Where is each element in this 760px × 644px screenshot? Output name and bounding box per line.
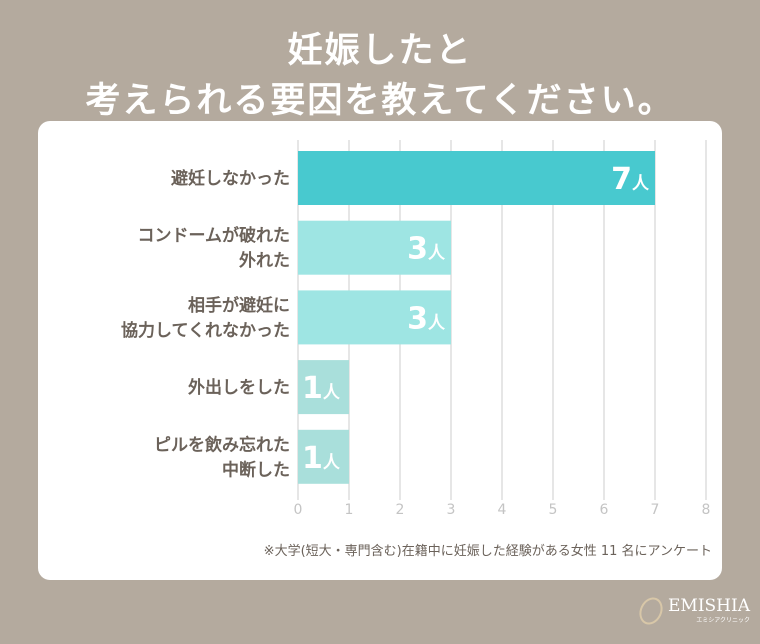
data-label: 3人 xyxy=(407,301,446,336)
bar xyxy=(298,429,349,484)
bar xyxy=(298,290,451,345)
category-label: 協力してくれなかった xyxy=(121,320,290,341)
x-tick-label: 0 xyxy=(294,502,303,518)
title-line-2: 考えられる要因を教えてください。 xyxy=(85,81,675,121)
x-tick-label: 1 xyxy=(345,502,354,518)
x-tick-label: 7 xyxy=(651,502,660,518)
x-tick-label: 4 xyxy=(498,502,507,518)
brand-name: EMISHIA xyxy=(668,596,750,616)
category-label: ピルを飲み忘れた xyxy=(154,434,290,455)
x-tick-label: 2 xyxy=(396,502,405,518)
category-label: コンドームが破れた xyxy=(138,225,291,246)
x-tick-label: 5 xyxy=(549,502,558,518)
data-label: 3人 xyxy=(407,232,446,267)
category-label: 避妊しなかった xyxy=(171,168,290,189)
x-tick-label: 3 xyxy=(447,502,456,518)
bar xyxy=(298,360,349,415)
bar xyxy=(298,220,451,275)
data-label: 1人 xyxy=(302,441,341,476)
brand-sub: エミシアクリニック xyxy=(696,617,750,624)
logo-mark-icon xyxy=(635,593,667,629)
x-tick-label: 6 xyxy=(600,502,609,518)
category-label: 中断した xyxy=(222,459,290,480)
x-tick-label: 8 xyxy=(702,502,711,518)
survey-note: ※大学(短大・専門含む)在籍中に妊娠した経験がある女性 11 名にアンケート xyxy=(263,544,712,559)
brand-logo: EMISHIA エミシアクリニック xyxy=(635,593,750,629)
bar xyxy=(298,151,655,205)
data-label: 7人 xyxy=(611,162,650,197)
category-label: 相手が避妊に xyxy=(188,295,290,316)
category-label: 外出しをした xyxy=(188,377,290,398)
data-label: 1人 xyxy=(302,371,341,406)
category-label: 外れた xyxy=(239,250,290,271)
title-line-1: 妊娠したと xyxy=(287,31,473,71)
